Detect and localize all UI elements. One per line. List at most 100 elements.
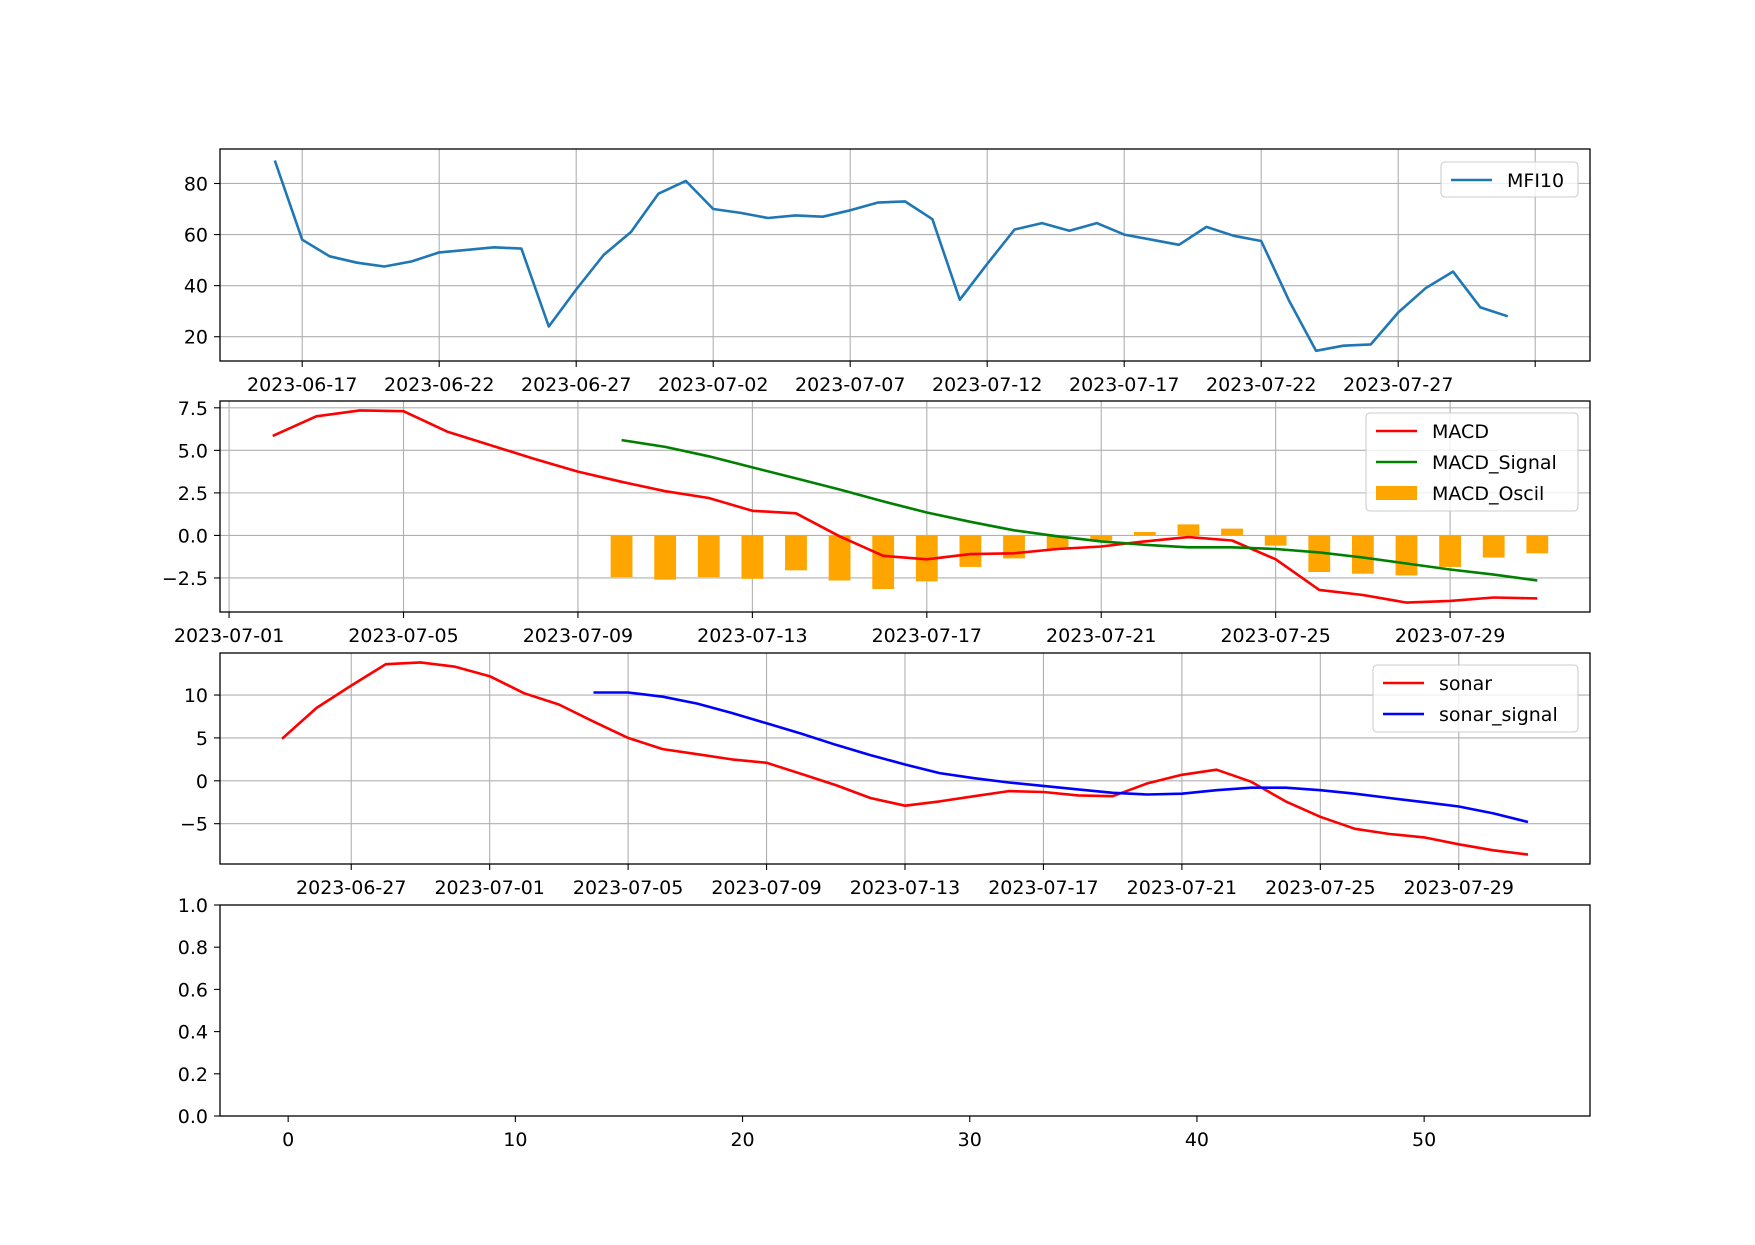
bar [1351,535,1374,574]
x-tick-label: 2023-07-17 [988,877,1098,899]
x-tick-label: 2023-07-09 [711,877,821,899]
x-tick-label: 2023-07-12 [932,374,1042,396]
bar [872,535,895,590]
bar [828,535,851,581]
x-tick-label: 2023-07-21 [1046,625,1156,647]
x-tick-label: 2023-07-29 [1395,625,1505,647]
bar [1439,535,1461,567]
y-tick-label: 80 [184,173,208,195]
y-axis: −2.5 0.0 2.5 5.0 7.5 [162,398,220,590]
series-sonar-line [281,661,1529,856]
legend-label: MACD_Signal [1432,452,1557,474]
x-tick-label: 2023-07-13 [697,625,807,647]
bar [1395,535,1418,576]
x-tick-label: 2023-07-05 [348,625,458,647]
legend-label: MACD [1432,421,1489,443]
y-tick-label: 0.8 [178,937,208,959]
legend-swatch [1376,486,1417,500]
x-tick-label: 2023-06-27 [296,877,406,899]
bar [1221,528,1243,536]
x-tick-label: 2023-07-27 [1343,374,1453,396]
x-tick-label: 20 [730,1129,754,1151]
x-tick-label: 50 [1412,1129,1436,1151]
x-tick-label: 2023-07-17 [1069,374,1179,396]
legend: sonar sonar_signal [1372,664,1579,733]
legend-label: MACD_Oscil [1432,483,1544,505]
bar [741,535,764,579]
bar [1003,535,1025,559]
empty-panel: 0 10 20 30 40 50 0.0 0.2 0.4 0.6 0.8 1.0 [178,895,1591,1151]
axes-frame [219,904,1591,1117]
bar [959,535,982,567]
y-tick-label: 40 [184,276,208,298]
x-tick-label: 2023-06-22 [384,374,494,396]
y-tick-label: 0.2 [178,1064,208,1086]
y-tick-label: 5 [196,728,208,750]
y-tick-label: 5.0 [178,440,208,462]
y-tick-label: 20 [184,327,208,349]
bar [1264,535,1287,546]
legend-frame [1365,412,1579,512]
y-tick-label: −5 [180,814,208,836]
axes-frame [219,148,1591,362]
series-macd-line [272,409,1538,604]
x-tick-label: 2023-07-07 [795,374,905,396]
x-axis: 2023-07-01 2023-07-05 2023-07-09 2023-07-13… [174,612,1505,647]
axes-frame [219,400,1591,613]
x-tick-label: 2023-07-13 [850,877,960,899]
legend: MFI10 [1440,161,1579,198]
series-macd-signal-line [621,438,1538,582]
grid [220,149,1590,361]
legend-label: sonar_signal [1439,704,1558,726]
x-axis: 2023-06-17 2023-06-22 2023-06-27 2023-07-02… [247,361,1536,396]
bar [1482,535,1505,558]
series-sonar-signal-line [593,691,1529,824]
y-tick-label: 7.5 [178,398,208,420]
sonar-panel: 2023-06-27 2023-07-01 2023-07-05 2023-07-09… [180,652,1591,899]
x-tick-label: 2023-07-01 [434,877,544,899]
bar [1133,532,1156,536]
y-tick-label: 0 [196,771,208,793]
grid [220,653,1590,864]
x-tick-label: 2023-07-01 [174,625,284,647]
series-mfi10-line [273,160,1509,353]
y-tick-label: 60 [184,225,208,247]
y-tick-label: 1.0 [178,895,208,917]
x-tick-label: 2023-07-22 [1206,374,1316,396]
x-tick-label: 2023-07-21 [1127,877,1237,899]
y-tick-label: −2.5 [162,568,208,590]
bar [610,535,633,578]
x-tick-label: 40 [1185,1129,1209,1151]
bar [1046,535,1069,550]
x-tick-label: 2023-07-25 [1220,625,1330,647]
x-axis: 0 10 20 30 40 50 [282,1116,1436,1151]
y-axis: 0.0 0.2 0.4 0.6 0.8 1.0 [178,895,220,1128]
series-macd-oscil-bars [610,524,1549,590]
bar [785,535,807,571]
x-tick-label: 10 [503,1129,527,1151]
x-tick-label: 2023-06-17 [247,374,357,396]
legend-frame [1440,161,1579,198]
x-tick-label: 2023-07-25 [1265,877,1375,899]
x-axis: 2023-06-27 2023-07-01 2023-07-05 2023-07-09… [296,864,1514,899]
y-tick-label: 0.4 [178,1022,208,1044]
x-tick-label: 2023-07-29 [1404,877,1514,899]
y-tick-label: 2.5 [178,483,208,505]
bar [697,535,720,578]
legend: MACD MACD_Signal MACD_Oscil [1365,412,1579,512]
y-tick-label: 0.6 [178,979,208,1001]
bar [1090,535,1113,541]
legend-label: MFI10 [1507,170,1564,192]
y-axis: −5 0 5 10 [180,685,220,836]
bar [1308,535,1331,573]
x-tick-label: 2023-07-17 [872,625,982,647]
mfi-panel: 2023-06-17 2023-06-22 2023-06-27 2023-07-02… [184,148,1591,396]
bar [1526,535,1549,554]
legend-frame [1372,664,1579,733]
y-tick-label: 0.0 [178,1106,208,1128]
x-tick-label: 2023-06-27 [521,374,631,396]
x-tick-label: 2023-07-05 [573,877,683,899]
y-axis: 20 40 60 80 [184,173,220,349]
